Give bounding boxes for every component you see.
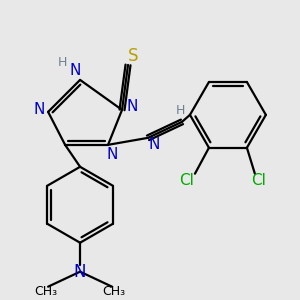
Text: S: S xyxy=(128,47,138,65)
Text: N: N xyxy=(74,263,86,281)
Text: Cl: Cl xyxy=(179,173,194,188)
Text: N: N xyxy=(69,63,81,78)
Text: H: H xyxy=(57,56,67,69)
Text: Cl: Cl xyxy=(251,173,266,188)
Text: H: H xyxy=(175,104,185,117)
Text: CH₃: CH₃ xyxy=(34,285,58,298)
Text: N: N xyxy=(33,102,45,117)
Text: N: N xyxy=(106,147,118,162)
Text: N: N xyxy=(126,99,138,114)
Text: N: N xyxy=(148,137,160,152)
Text: CH₃: CH₃ xyxy=(103,285,126,298)
